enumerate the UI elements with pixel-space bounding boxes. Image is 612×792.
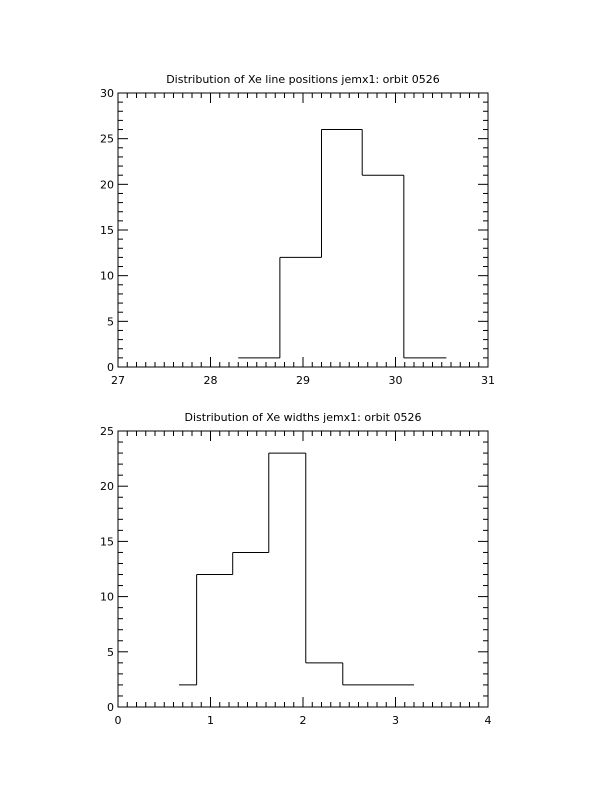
y-tick-label: 25 bbox=[100, 425, 114, 438]
y-tick-label: 0 bbox=[107, 701, 114, 714]
y-tick-label: 20 bbox=[100, 178, 114, 191]
y-tick-label: 15 bbox=[100, 224, 114, 237]
y-tick-label: 10 bbox=[100, 591, 114, 604]
x-tick-label: 0 bbox=[115, 714, 122, 727]
x-tick-label: 29 bbox=[296, 374, 310, 387]
chart-title: Distribution of Xe widths jemx1: orbit 0… bbox=[185, 411, 422, 424]
y-tick-label: 15 bbox=[100, 535, 114, 548]
x-tick-label: 4 bbox=[485, 714, 492, 727]
chart-title: Distribution of Xe line positions jemx1:… bbox=[166, 73, 440, 86]
x-tick-label: 30 bbox=[389, 374, 403, 387]
y-tick-label: 5 bbox=[107, 646, 114, 659]
x-tick-label: 3 bbox=[392, 714, 399, 727]
y-tick-label: 25 bbox=[100, 133, 114, 146]
plot-frame bbox=[117, 92, 489, 368]
x-tick-label: 2 bbox=[300, 714, 307, 727]
y-tick-label: 30 bbox=[100, 87, 114, 100]
y-tick-label: 10 bbox=[100, 270, 114, 283]
x-tick-label: 28 bbox=[204, 374, 218, 387]
x-tick-label: 31 bbox=[481, 374, 495, 387]
y-tick-label: 20 bbox=[100, 480, 114, 493]
y-tick-label: 0 bbox=[107, 361, 114, 374]
x-tick-label: 27 bbox=[111, 374, 125, 387]
x-tick-label: 1 bbox=[207, 714, 214, 727]
y-tick-label: 5 bbox=[107, 315, 114, 328]
plot-frame bbox=[117, 430, 489, 708]
